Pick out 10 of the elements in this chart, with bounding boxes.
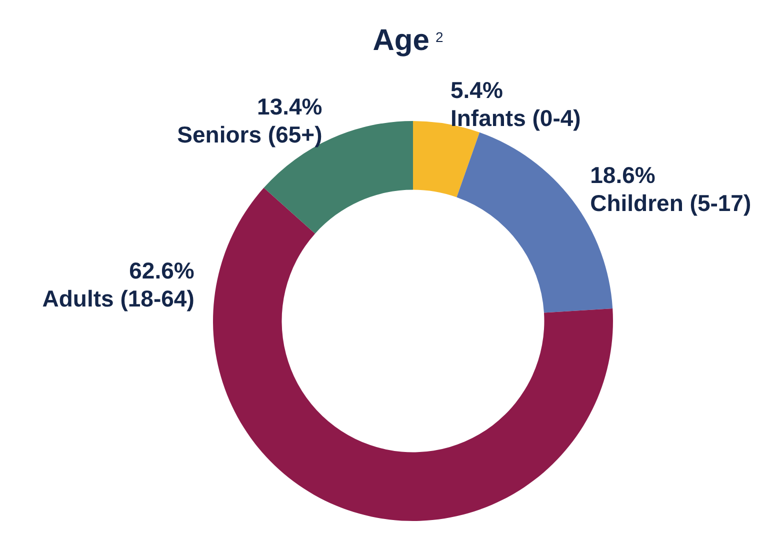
- slice-label: Adults (18-64): [42, 285, 194, 312]
- slice-label: Children (5-17): [590, 190, 752, 216]
- data-label: 62.6%: [129, 257, 194, 284]
- donut-slice: [264, 121, 413, 234]
- chart-title: Age$^{2}$: [372, 24, 444, 57]
- data-label: 13.4%: [257, 93, 322, 120]
- slice-label: Seniors (65+): [177, 121, 322, 148]
- data-label: 5.4%: [450, 77, 503, 104]
- data-label: 18.6%: [590, 162, 656, 188]
- slice-label: Infants (0-4): [450, 105, 581, 132]
